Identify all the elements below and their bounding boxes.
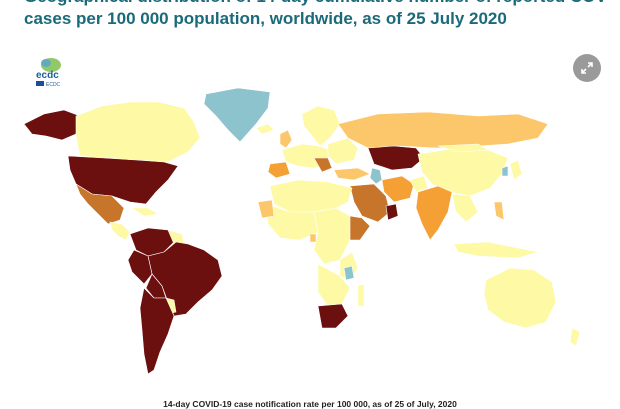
page-title: Geographical distribution of 14-day cumu… bbox=[24, 0, 604, 30]
region-philippines bbox=[493, 201, 505, 221]
region-iceland bbox=[255, 123, 275, 135]
region-canada bbox=[75, 101, 201, 163]
region-caspian bbox=[369, 167, 383, 185]
logo-subtext: ECDC bbox=[46, 82, 61, 88]
expand-icon bbox=[581, 62, 593, 74]
region-horn-of-africa bbox=[349, 215, 371, 241]
region-kazakhstan bbox=[367, 145, 425, 171]
world-map bbox=[18, 84, 614, 384]
region-mauritania bbox=[257, 199, 275, 219]
region-gabon bbox=[309, 233, 317, 243]
region-balkans bbox=[313, 157, 333, 173]
region-madagascar bbox=[357, 283, 365, 307]
region-russia bbox=[337, 111, 549, 149]
region-tanzania-lake bbox=[343, 265, 355, 281]
logo-text: ecdc bbox=[36, 70, 59, 81]
ecdc-logo: ecdc ECDC bbox=[32, 56, 70, 88]
region-peru bbox=[127, 249, 153, 285]
region-east-africa bbox=[339, 251, 359, 281]
region-south-africa bbox=[317, 303, 349, 329]
region-indonesia bbox=[453, 241, 539, 259]
region-iberia bbox=[267, 161, 291, 179]
region-australia bbox=[483, 267, 557, 329]
region-korea bbox=[501, 165, 509, 177]
region-southern-cone bbox=[139, 287, 175, 375]
region-eastern-europe bbox=[327, 137, 359, 165]
region-scandinavia bbox=[301, 105, 341, 147]
region-central-africa bbox=[313, 207, 351, 265]
region-india bbox=[415, 185, 453, 241]
region-mexico bbox=[75, 183, 125, 225]
region-northern-south-america bbox=[129, 227, 177, 257]
region-oman bbox=[385, 203, 399, 221]
region-japan bbox=[509, 159, 523, 181]
region-greenland bbox=[203, 87, 271, 143]
region-uk bbox=[279, 129, 293, 149]
world-map-svg bbox=[23, 87, 581, 375]
region-mongolia bbox=[437, 143, 489, 153]
title-line-1: Geographical distribution of 14-day cumu… bbox=[24, 0, 604, 8]
region-alaska bbox=[23, 109, 81, 141]
region-afghanistan bbox=[409, 175, 429, 193]
expand-button[interactable] bbox=[573, 54, 601, 82]
region-se-asia bbox=[451, 193, 479, 223]
region-west-africa bbox=[265, 203, 319, 241]
region-iran bbox=[381, 175, 415, 203]
map-caption: 14-day COVID-19 case notification rate p… bbox=[163, 399, 457, 409]
region-turkey bbox=[333, 167, 371, 181]
region-new-zealand bbox=[569, 327, 581, 347]
region-central-america bbox=[109, 221, 131, 241]
region-caribbean bbox=[131, 207, 159, 217]
region-arabia bbox=[349, 183, 391, 223]
title-line-2: cases per 100 000 population, worldwide,… bbox=[24, 9, 507, 28]
region-north-africa bbox=[269, 179, 353, 213]
